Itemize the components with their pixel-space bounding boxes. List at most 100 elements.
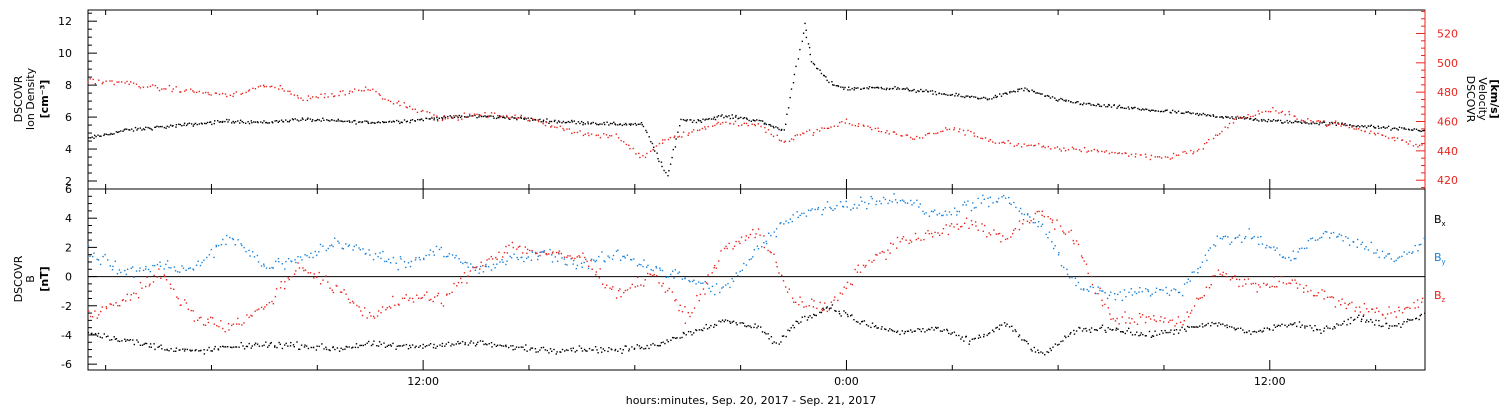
data-point	[457, 340, 459, 343]
data-point	[1034, 212, 1037, 215]
data-point	[712, 118, 715, 120]
data-point	[993, 229, 995, 231]
data-point	[175, 124, 178, 126]
data-point	[837, 299, 839, 302]
data-point	[873, 325, 876, 328]
data-point	[1153, 315, 1155, 317]
data-point	[950, 333, 952, 335]
data-point	[903, 332, 906, 335]
data-point	[1038, 143, 1040, 145]
data-point	[510, 345, 512, 347]
data-point	[817, 208, 819, 211]
data-point	[312, 256, 314, 259]
data-point	[484, 115, 486, 117]
data-point	[1018, 334, 1021, 336]
data-point	[646, 266, 648, 268]
data-point	[440, 246, 442, 249]
data-point	[91, 332, 93, 334]
data-point	[94, 134, 96, 137]
data-point	[885, 258, 887, 260]
data-point	[1381, 250, 1384, 253]
data-point	[881, 87, 883, 90]
data-point	[1096, 329, 1098, 332]
data-point	[692, 129, 695, 131]
data-point	[1250, 333, 1252, 335]
data-point	[1307, 290, 1309, 293]
data-point	[1301, 324, 1303, 326]
data-point	[119, 305, 121, 307]
data-point	[297, 256, 299, 258]
data-point	[796, 211, 798, 213]
data-point	[695, 121, 698, 124]
data-point	[708, 117, 710, 120]
data-point	[488, 115, 490, 117]
data-point	[567, 120, 570, 123]
data-point	[1207, 114, 1209, 116]
data-point	[164, 349, 166, 351]
data-point	[823, 75, 826, 77]
data-point	[795, 65, 797, 68]
data-point	[779, 222, 781, 225]
data-point	[1171, 157, 1173, 159]
data-point	[211, 123, 213, 126]
data-point	[810, 209, 812, 212]
data-point	[1349, 124, 1351, 126]
data-point	[1090, 275, 1093, 278]
data-point	[1326, 125, 1328, 127]
data-point	[338, 94, 340, 97]
data-point	[281, 88, 284, 90]
data-point	[931, 90, 934, 92]
data-point	[1254, 282, 1257, 285]
data-point	[208, 254, 211, 256]
data-point	[955, 92, 957, 95]
data-point	[816, 67, 818, 70]
data-point	[769, 251, 771, 253]
data-point	[1411, 319, 1414, 321]
data-point	[1409, 307, 1411, 309]
data-point	[99, 135, 101, 137]
data-point	[592, 121, 594, 124]
data-point	[1329, 122, 1331, 124]
data-point	[260, 121, 262, 123]
data-point	[207, 91, 209, 94]
data-point	[550, 126, 552, 128]
data-point	[544, 124, 547, 127]
data-point	[461, 118, 463, 120]
data-point	[851, 284, 854, 286]
data-point	[1410, 129, 1413, 131]
data-point	[645, 129, 647, 132]
data-point	[1183, 283, 1186, 285]
data-point	[183, 124, 185, 126]
y-tick-label: 6	[65, 111, 72, 124]
data-point	[277, 121, 279, 123]
data-point	[775, 235, 777, 238]
data-point	[792, 82, 795, 84]
data-point	[1075, 148, 1077, 150]
data-point	[215, 244, 217, 247]
data-point	[1398, 256, 1401, 258]
y-axis-title: DSCOVR	[12, 255, 25, 302]
data-point	[1266, 121, 1269, 123]
data-point	[1174, 325, 1176, 327]
data-point	[1065, 100, 1067, 102]
data-point	[449, 115, 451, 117]
data-point	[811, 317, 813, 319]
data-point	[1204, 113, 1206, 116]
data-point	[951, 93, 954, 96]
data-point	[1193, 305, 1196, 307]
data-point	[1099, 287, 1101, 289]
data-point	[1075, 240, 1078, 242]
data-point	[1114, 152, 1116, 154]
data-point	[1393, 260, 1395, 263]
data-point	[1323, 290, 1326, 292]
data-point	[224, 93, 227, 95]
data-point	[1275, 110, 1277, 112]
data-point	[400, 258, 402, 260]
data-point	[875, 203, 877, 206]
data-point	[1001, 141, 1003, 144]
data-point	[112, 304, 115, 306]
data-point	[915, 238, 917, 241]
data-point	[948, 332, 950, 335]
data-point	[180, 304, 182, 306]
data-point	[105, 133, 108, 135]
